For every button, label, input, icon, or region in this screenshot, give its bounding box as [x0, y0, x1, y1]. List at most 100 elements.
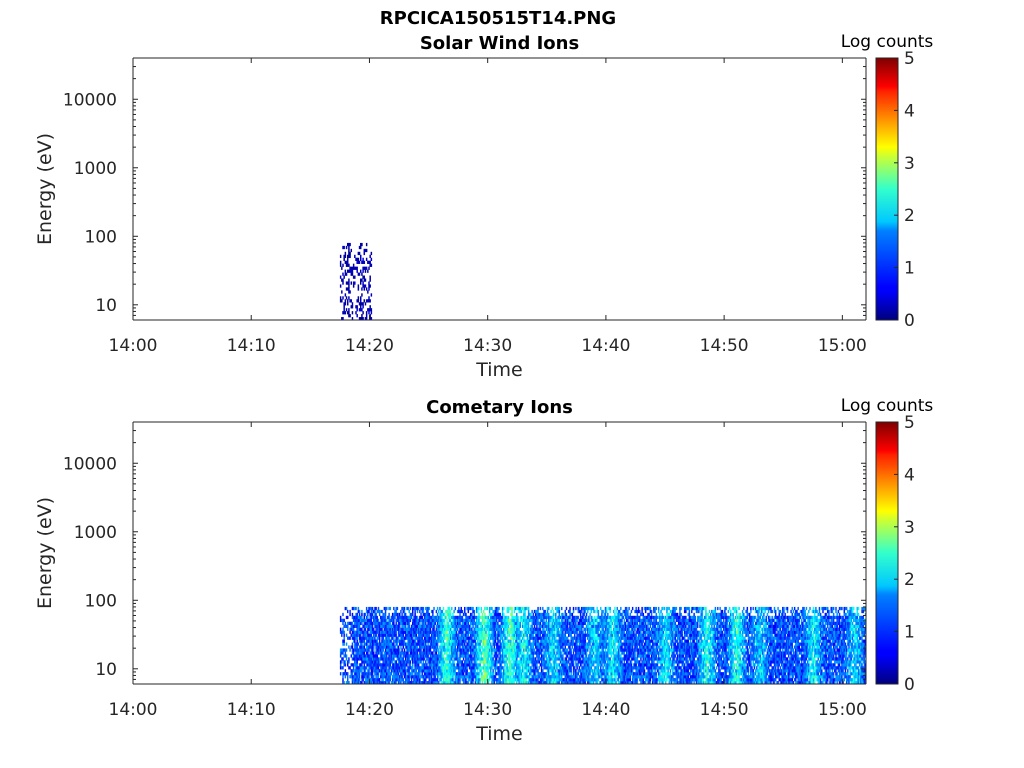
heatmap-cell	[455, 663, 458, 667]
heatmap-cell	[441, 669, 444, 673]
heatmap-cell	[390, 615, 393, 620]
heatmap-cell	[467, 636, 470, 640]
heatmap-cell	[430, 639, 433, 643]
heatmap-cell	[432, 627, 434, 631]
heatmap-cell	[533, 618, 536, 623]
heatmap-cell	[583, 636, 585, 640]
heatmap-cell	[426, 666, 428, 670]
heatmap-cell	[588, 672, 590, 676]
heatmap-cell	[434, 681, 436, 685]
heatmap-cell	[393, 633, 395, 637]
heatmap-cell	[497, 681, 499, 685]
heatmap-cell	[516, 615, 518, 620]
heatmap-cell	[505, 669, 507, 673]
heatmap-cell	[532, 672, 535, 676]
heatmap-cell	[573, 621, 576, 626]
heatmap-cell	[586, 681, 589, 685]
heatmap-cell	[508, 651, 511, 655]
heatmap-cell	[443, 657, 446, 661]
heatmap-cell	[539, 642, 542, 646]
heatmap-cell	[435, 630, 438, 634]
heatmap-cell	[373, 621, 375, 626]
heatmap-cell	[388, 675, 390, 679]
heatmap-cell	[536, 630, 538, 634]
heatmap-cell	[400, 675, 402, 679]
heatmap-cell	[517, 648, 519, 652]
heatmap-cell	[589, 630, 591, 634]
heatmap-cell	[430, 657, 433, 661]
heatmap-cell	[357, 678, 360, 682]
heatmap-cell	[404, 630, 407, 634]
heatmap-cell	[582, 621, 584, 626]
heatmap-cell	[441, 654, 444, 658]
heatmap-cell	[448, 681, 451, 685]
heatmap-cell	[374, 666, 376, 670]
heatmap-cell	[460, 675, 462, 679]
heatmap-cell	[526, 648, 529, 652]
heatmap-cell	[432, 654, 434, 658]
heatmap-cell	[389, 678, 392, 682]
heatmap-cell	[471, 669, 473, 673]
heatmap-cell	[581, 636, 583, 640]
heatmap-cell	[368, 645, 370, 649]
heatmap-cell	[479, 678, 481, 682]
heatmap-cell	[481, 624, 484, 628]
heatmap-cell	[355, 606, 357, 611]
heatmap-cell	[475, 615, 478, 620]
heatmap-cell	[422, 681, 425, 685]
heatmap-cell	[438, 666, 440, 670]
heatmap-cell	[508, 666, 511, 670]
heatmap-cell	[582, 672, 584, 676]
heatmap-cell	[363, 278, 366, 282]
heatmap-cell	[544, 648, 546, 652]
heatmap-cell	[524, 624, 526, 628]
heatmap-cell	[452, 669, 454, 673]
heatmap-cell	[460, 609, 462, 614]
heatmap-cell	[386, 654, 388, 658]
heatmap-cell	[428, 651, 431, 655]
heatmap-cell	[407, 666, 409, 670]
heatmap-cell	[356, 308, 358, 312]
heatmap-cell	[494, 663, 497, 667]
heatmap-cell	[481, 651, 484, 655]
heatmap-cell	[436, 660, 439, 664]
heatmap-cell	[430, 630, 433, 634]
heatmap-cell	[556, 648, 558, 652]
heatmap-cell	[595, 660, 597, 664]
heatmap-cell	[434, 621, 436, 626]
heatmap-cell	[582, 618, 584, 623]
heatmap-cell	[365, 299, 368, 303]
heatmap-cell	[410, 678, 413, 682]
heatmap-cell	[510, 666, 512, 670]
heatmap-cell	[544, 675, 546, 679]
heatmap-cell	[452, 633, 454, 637]
heatmap-cell	[352, 275, 355, 279]
heatmap-cell	[514, 621, 517, 626]
heatmap-cell	[519, 648, 522, 652]
heatmap-cell	[482, 621, 485, 626]
heatmap-cell	[339, 275, 342, 279]
heatmap-cell	[500, 627, 503, 631]
heatmap-cell	[343, 618, 345, 623]
heatmap-cell	[550, 648, 552, 652]
heatmap-cell	[540, 669, 543, 673]
heatmap-cell	[408, 609, 410, 614]
heatmap-cell	[477, 630, 479, 634]
heatmap-cell	[505, 666, 507, 670]
heatmap-cell	[565, 678, 568, 682]
heatmap-cell	[486, 666, 488, 670]
heatmap-cell	[440, 654, 442, 658]
heatmap-cell	[492, 609, 494, 614]
heatmap-cell	[369, 308, 371, 312]
heatmap-cell	[429, 639, 432, 643]
heatmap-cell	[425, 636, 427, 640]
heatmap-cell	[339, 296, 342, 300]
heatmap-cell	[456, 621, 459, 626]
heatmap-cell	[365, 311, 368, 315]
heatmap-cell	[393, 666, 395, 670]
heatmap-cell	[355, 669, 357, 673]
heatmap-cell	[393, 654, 395, 658]
heatmap-cell	[442, 675, 445, 679]
heatmap-cell	[542, 630, 544, 634]
heatmap-cell	[585, 645, 588, 649]
